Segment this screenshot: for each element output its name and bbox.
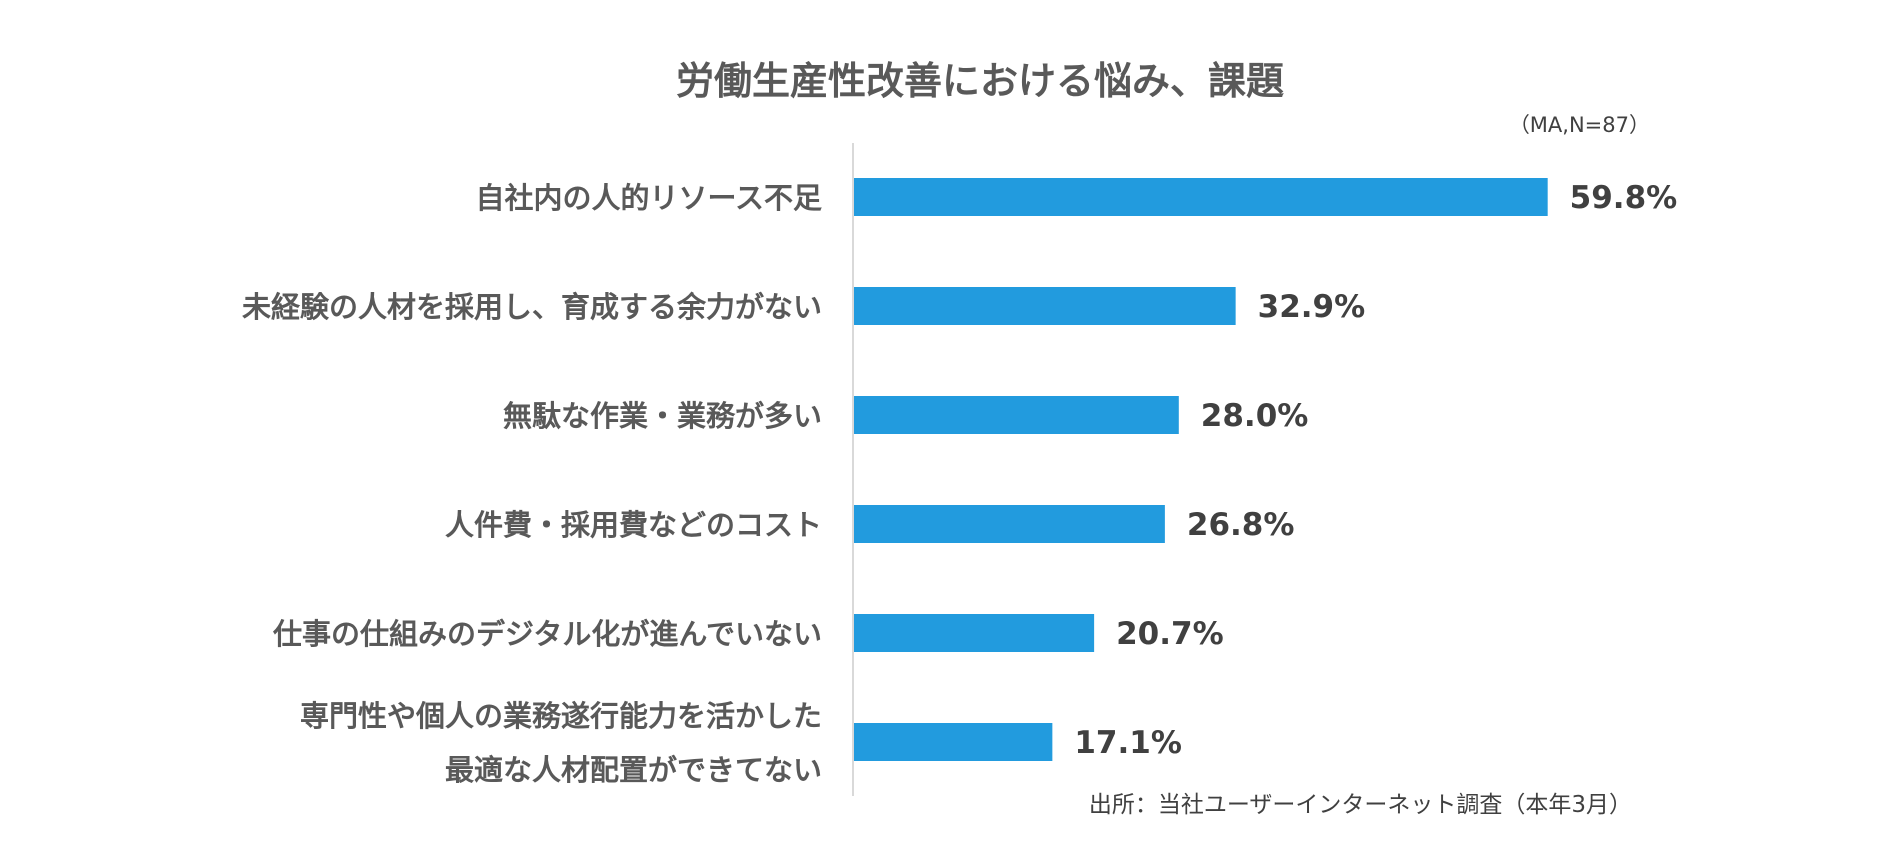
category-label-2: 未経験の人材を採用し、育成する余力がない bbox=[242, 290, 822, 324]
value-label-2: 32.9% bbox=[1258, 289, 1366, 325]
bar-3 bbox=[854, 396, 1179, 434]
value-label-6: 17.1% bbox=[1074, 725, 1182, 761]
value-label-4: 26.8% bbox=[1187, 507, 1295, 543]
category-label-4: 人件費・採用費などのコスト bbox=[445, 508, 822, 542]
category-label-6-line-1: 専門性や個人の業務遂行能力を活かした bbox=[300, 699, 822, 733]
value-label-1: 59.8% bbox=[1570, 180, 1678, 216]
bar-5 bbox=[854, 614, 1095, 652]
bar-2 bbox=[854, 287, 1236, 325]
category-label-3: 無駄な作業・業務が多い bbox=[503, 399, 822, 433]
value-label-5: 20.7% bbox=[1116, 616, 1224, 652]
bar-4 bbox=[854, 505, 1165, 543]
category-label-6-line-2: 最適な人材配置ができてない bbox=[445, 753, 822, 787]
bars-group: 59.8% 自社内の人的リソース不足 32.9% 未経験の人材を採用し、育成する余力が… bbox=[242, 178, 1677, 787]
value-label-3: 28.0% bbox=[1201, 398, 1309, 434]
chart-title: 労働生産性改善における悩み、課題 bbox=[676, 59, 1284, 103]
bar-1 bbox=[854, 178, 1548, 216]
bar-6 bbox=[854, 723, 1053, 761]
source-note: 出所：当社ユーザーインターネット調査（本年3月） bbox=[1089, 792, 1632, 818]
category-label-1: 自社内の人的リソース不足 bbox=[475, 181, 822, 215]
sample-note: （MA,N=87） bbox=[1509, 113, 1650, 137]
category-label-5: 仕事の仕組みのデジタル化が進んでいない bbox=[272, 617, 822, 651]
